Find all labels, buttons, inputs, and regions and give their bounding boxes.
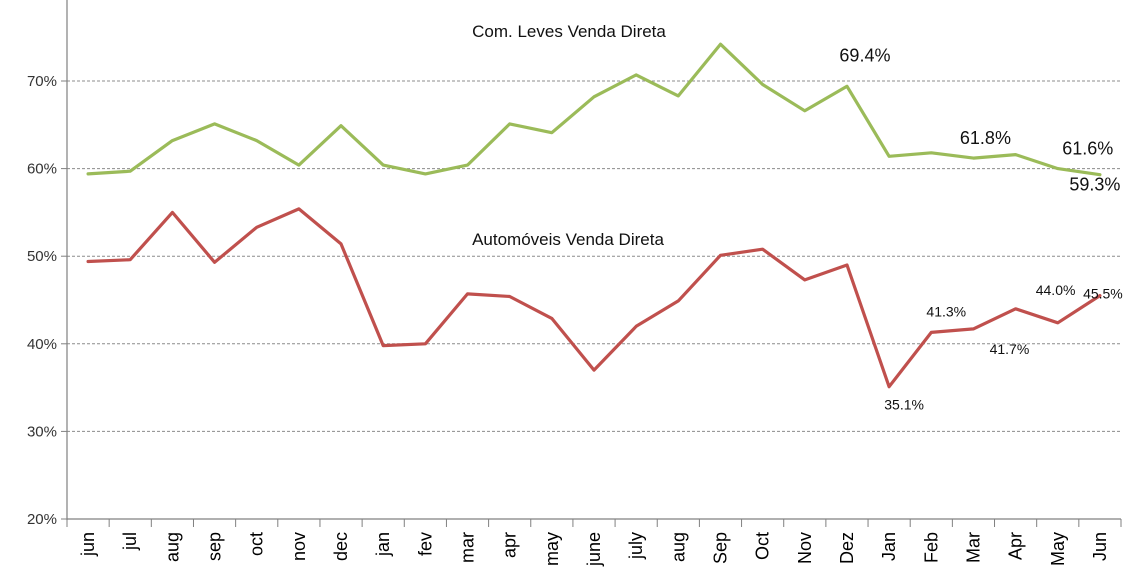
- data-label: 61.6%: [1062, 139, 1113, 159]
- x-tick-label: Nov: [795, 532, 815, 564]
- data-label: 41.7%: [990, 341, 1030, 357]
- series-line-0: [86, 42, 1102, 177]
- y-tick-label: 30%: [27, 423, 57, 440]
- x-tick-label: Sep: [710, 532, 730, 564]
- x-tick-label: july: [626, 532, 646, 560]
- data-label: 45.5%: [1083, 286, 1123, 302]
- x-tick-label: june: [584, 532, 604, 567]
- x-tick-label: Feb: [921, 532, 941, 563]
- series-title-automoveis: Automóveis Venda Direta: [472, 230, 664, 249]
- y-tick-label: 20%: [27, 511, 57, 528]
- data-label: 61.8%: [960, 128, 1011, 148]
- x-tick-label: dec: [331, 532, 351, 561]
- x-tick-label: Jun: [1090, 532, 1110, 561]
- y-tick-label: 50%: [27, 248, 57, 265]
- x-tick-label: fev: [415, 532, 435, 556]
- y-tick-labels: 20% 30% 40% 50% 60% 70%: [27, 73, 67, 528]
- x-tick-label: jan: [373, 532, 393, 557]
- x-tick-label: jul: [120, 532, 140, 551]
- x-tick-label: sep: [205, 532, 225, 561]
- series-lines: [86, 42, 1102, 389]
- data-label: 59.3%: [1069, 175, 1120, 195]
- x-tick-label: Oct: [753, 532, 773, 560]
- y-tick-label: 60%: [27, 161, 57, 178]
- x-tick-label: Apr: [1006, 532, 1026, 560]
- x-tick-label: jun: [78, 532, 98, 557]
- y-tick-label: 40%: [27, 336, 57, 353]
- x-tick-label: Mar: [963, 532, 983, 563]
- series-titles: Com. Leves Venda Direta Automóveis Venda…: [472, 22, 666, 249]
- x-tick-label: May: [1048, 532, 1068, 566]
- data-label: 41.3%: [926, 303, 966, 319]
- series-line-1: [86, 207, 1102, 389]
- data-labels: 69.4% 61.8% 61.6% 59.3% 35.1% 41.3% 41.7% 44.0%…: [839, 45, 1122, 412]
- x-tick-label: may: [542, 532, 562, 566]
- axes: [66, 0, 1121, 520]
- gridlines: [67, 80, 1121, 432]
- x-tick-labels: jun jul aug sep oct nov dec jan fev mar apr may june…: [66, 519, 1122, 567]
- data-label: 35.1%: [884, 397, 924, 413]
- x-tick-label: aug: [668, 532, 688, 562]
- x-tick-label: oct: [247, 532, 267, 556]
- x-tick-label: mar: [458, 532, 478, 563]
- x-tick-label: apr: [500, 532, 520, 558]
- x-tick-label: Dez: [837, 532, 857, 564]
- data-label: 44.0%: [1036, 282, 1076, 298]
- x-tick-label: Jan: [879, 532, 899, 561]
- x-tick-label: aug: [162, 532, 182, 562]
- series-title-com-leves: Com. Leves Venda Direta: [472, 22, 666, 41]
- data-label: 69.4%: [839, 45, 890, 65]
- y-tick-label: 70%: [27, 73, 57, 90]
- x-tick-label: nov: [289, 532, 309, 561]
